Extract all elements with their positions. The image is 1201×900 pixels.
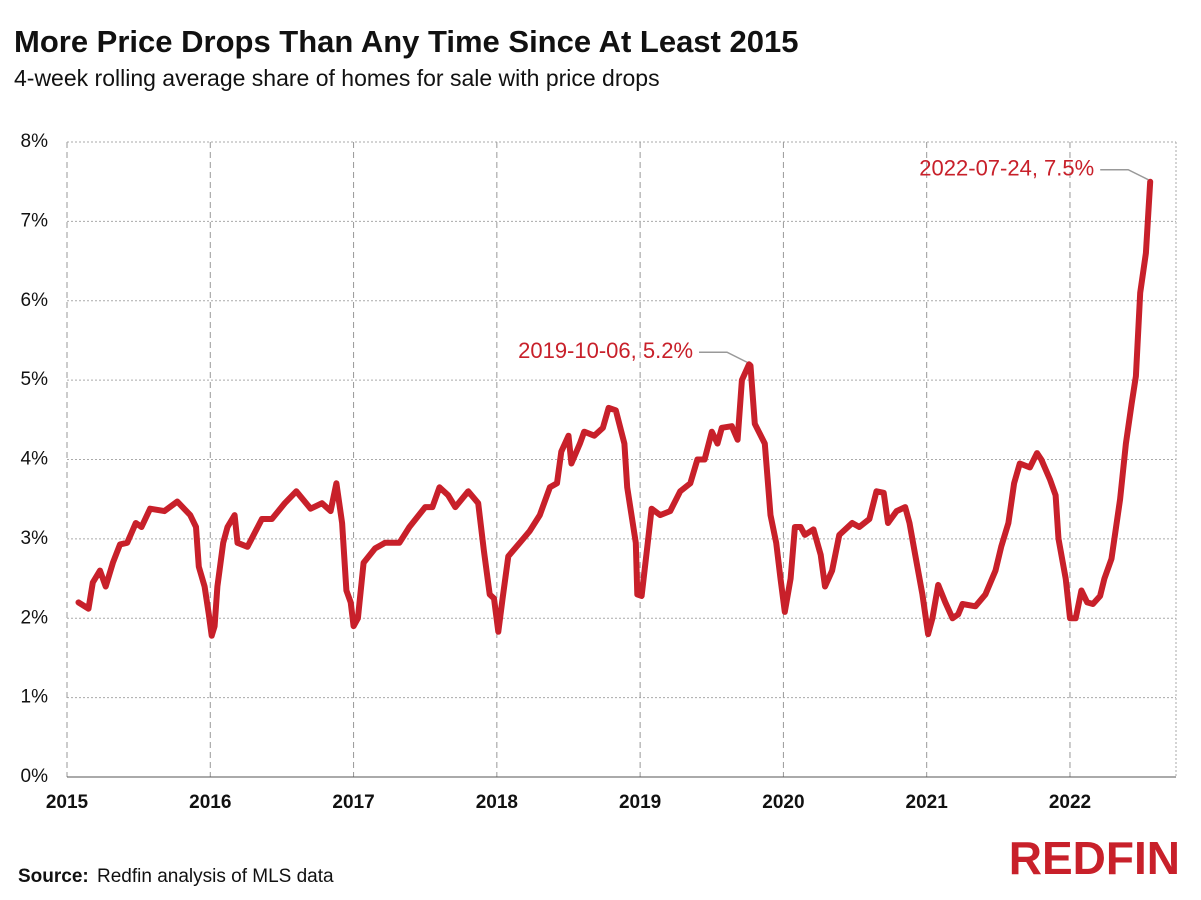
logo: REDFIN: [1009, 832, 1180, 884]
y-tick-label: 5%: [21, 369, 49, 390]
annotation-pointer: [699, 351, 748, 363]
y-tick-label: 7%: [21, 210, 49, 231]
y-tick-label: 0%: [21, 766, 49, 787]
y-tick-label: 2%: [21, 607, 49, 628]
x-tick-label: 2021: [906, 792, 949, 813]
x-tick-label: 2019: [619, 792, 661, 813]
y-tick-label: 4%: [21, 449, 49, 470]
chart-title: More Price Drops Than Any Time Since At …: [14, 24, 798, 59]
y-tick-label: 3%: [21, 528, 49, 549]
x-tick-label: 2015: [46, 792, 89, 813]
y-tick-label: 6%: [21, 290, 49, 311]
annotation-label: 2022-07-24, 7.5%: [919, 156, 1094, 181]
x-tick-label: 2022: [1049, 792, 1091, 813]
source: Redfin analysis of MLS data: [97, 866, 334, 887]
chart-subtitle: 4-week rolling average share of homes fo…: [14, 65, 660, 91]
x-tick-label: 2016: [189, 792, 231, 813]
data-line: [75, 178, 1154, 639]
annotation-label: 2019-10-06, 5.2%: [518, 338, 693, 363]
x-tick-label: 2020: [762, 792, 804, 813]
x-tick-label: 2018: [476, 792, 518, 813]
annotation-pointer: [1100, 168, 1149, 181]
y-tick-label: 1%: [21, 687, 49, 708]
y-tick-label: 8%: [21, 131, 49, 152]
source-label: Source:: [18, 866, 89, 887]
x-tick-label: 2017: [332, 792, 374, 813]
